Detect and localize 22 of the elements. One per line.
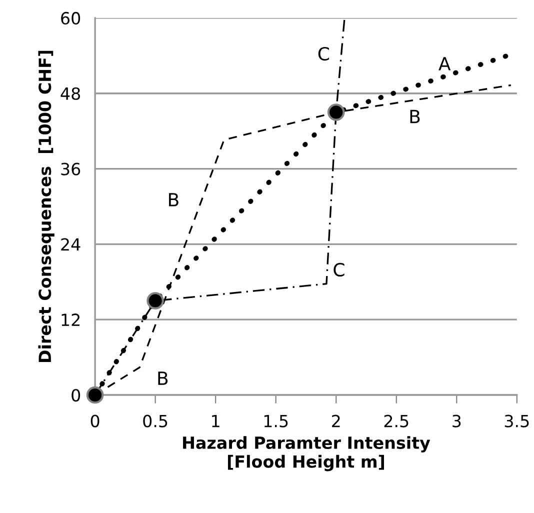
series-label: A: [438, 57, 451, 70]
y-axis-title: Direct Consequences [1000 CHF]: [38, 50, 54, 362]
x-tick-label: 0.5: [143, 414, 168, 428]
x-tick-label: 2: [332, 414, 340, 428]
text: C: [318, 46, 329, 61]
y-tick-label: 24: [61, 238, 80, 251]
y-tick-label: 0: [72, 388, 80, 402]
series-label: B: [410, 110, 420, 124]
x-tick-label: 1: [212, 414, 220, 428]
series-label: C: [334, 262, 344, 277]
x-tick-label: 3: [452, 414, 461, 428]
y-tick-label: 60: [61, 12, 80, 25]
x-tick-label: 1.5: [264, 414, 288, 428]
x-axis-title: Hazard Paramter Intensity [Flood Height m]: [183, 436, 430, 472]
x-tick-label: 0: [90, 414, 100, 428]
y-tick-label: 12: [62, 314, 80, 326]
y-tick-label: 36: [61, 162, 80, 176]
text: B: [158, 372, 168, 385]
x-tick-label: 2.5: [384, 414, 408, 428]
y-tick-label: 48: [60, 87, 80, 100]
text: B: [169, 193, 178, 206]
x-tick-label: 3.5: [504, 414, 529, 428]
